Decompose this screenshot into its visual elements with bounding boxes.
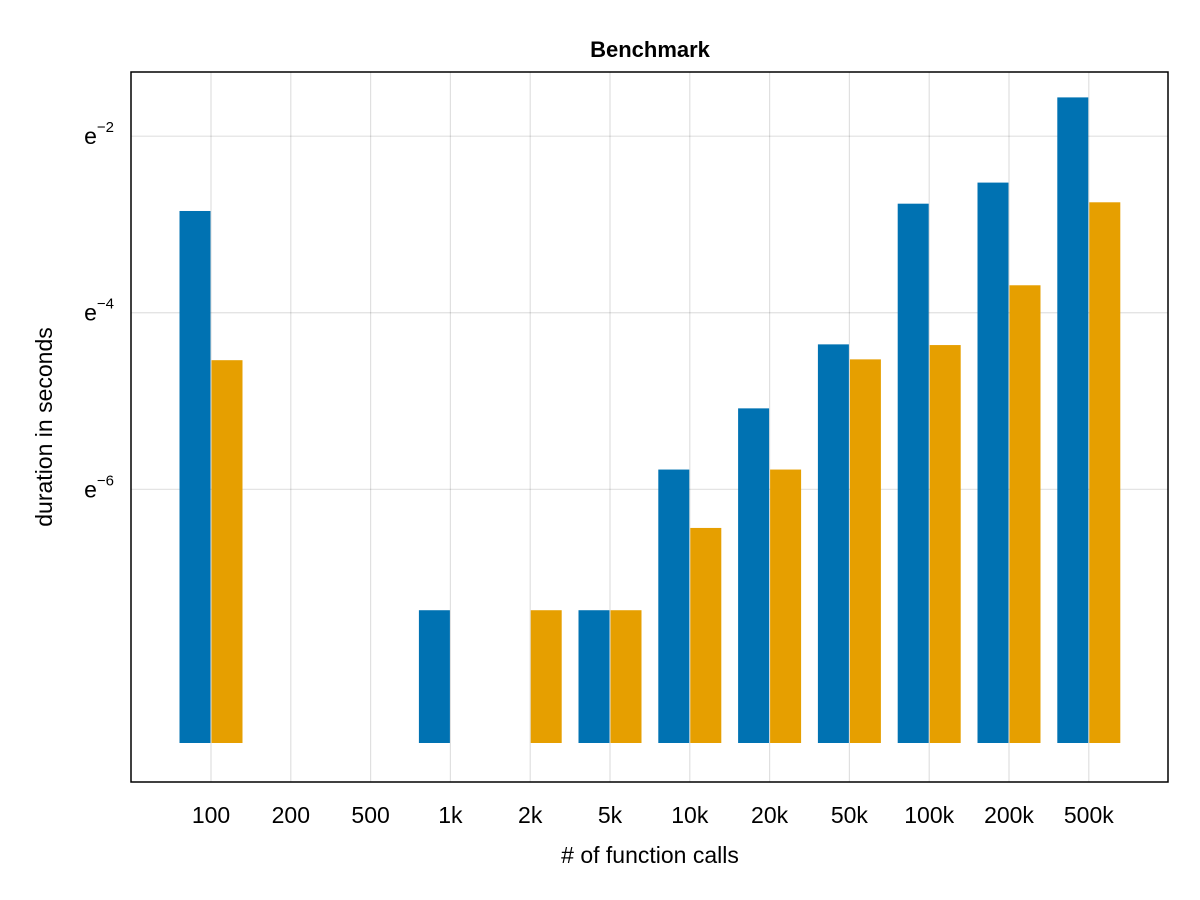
bar — [418, 610, 450, 743]
x-tick-label: 100k — [904, 802, 954, 828]
y-axis-label: duration in seconds — [31, 327, 57, 526]
bar — [770, 469, 802, 743]
x-tick-label: 2k — [518, 802, 543, 828]
x-tick-label: 1k — [438, 802, 463, 828]
plot-frame — [130, 71, 1169, 783]
bar — [211, 360, 243, 743]
x-tick-label: 200k — [984, 802, 1034, 828]
bar — [1057, 97, 1089, 743]
x-tick-label: 5k — [598, 802, 623, 828]
bar — [977, 182, 1009, 743]
x-tick-label: 20k — [751, 802, 789, 828]
bar — [817, 344, 849, 743]
bar — [1009, 285, 1041, 743]
bar — [690, 527, 722, 743]
x-tick-label: 500k — [1064, 802, 1114, 828]
x-tick-labels: 100 200 500 1k 2k 5k 10k 20k 50k 100k 200k 500k — [192, 802, 1114, 828]
chart-title: Benchmark — [590, 37, 711, 62]
bar — [658, 469, 690, 743]
bar — [738, 408, 770, 743]
bar — [1089, 202, 1121, 743]
y-tick-label: e−4 — [84, 296, 114, 326]
x-tick-label: 100 — [192, 802, 230, 828]
y-tick-labels: e−6 e−4 e−2 — [84, 119, 114, 502]
y-tick-label: e−2 — [84, 119, 114, 149]
x-axis-label: # of function calls — [561, 842, 739, 868]
bar — [578, 610, 610, 743]
bar — [849, 359, 881, 743]
bar — [610, 610, 642, 743]
bar — [530, 610, 562, 743]
x-tick-label: 10k — [671, 802, 709, 828]
x-tick-label: 50k — [831, 802, 869, 828]
x-tick-label: 200 — [272, 802, 310, 828]
bars-layer — [179, 97, 1121, 743]
x-tick-label: 500 — [351, 802, 389, 828]
bar — [929, 345, 961, 743]
bar — [897, 203, 929, 743]
bar — [179, 210, 211, 743]
y-tick-label: e−6 — [84, 472, 114, 502]
